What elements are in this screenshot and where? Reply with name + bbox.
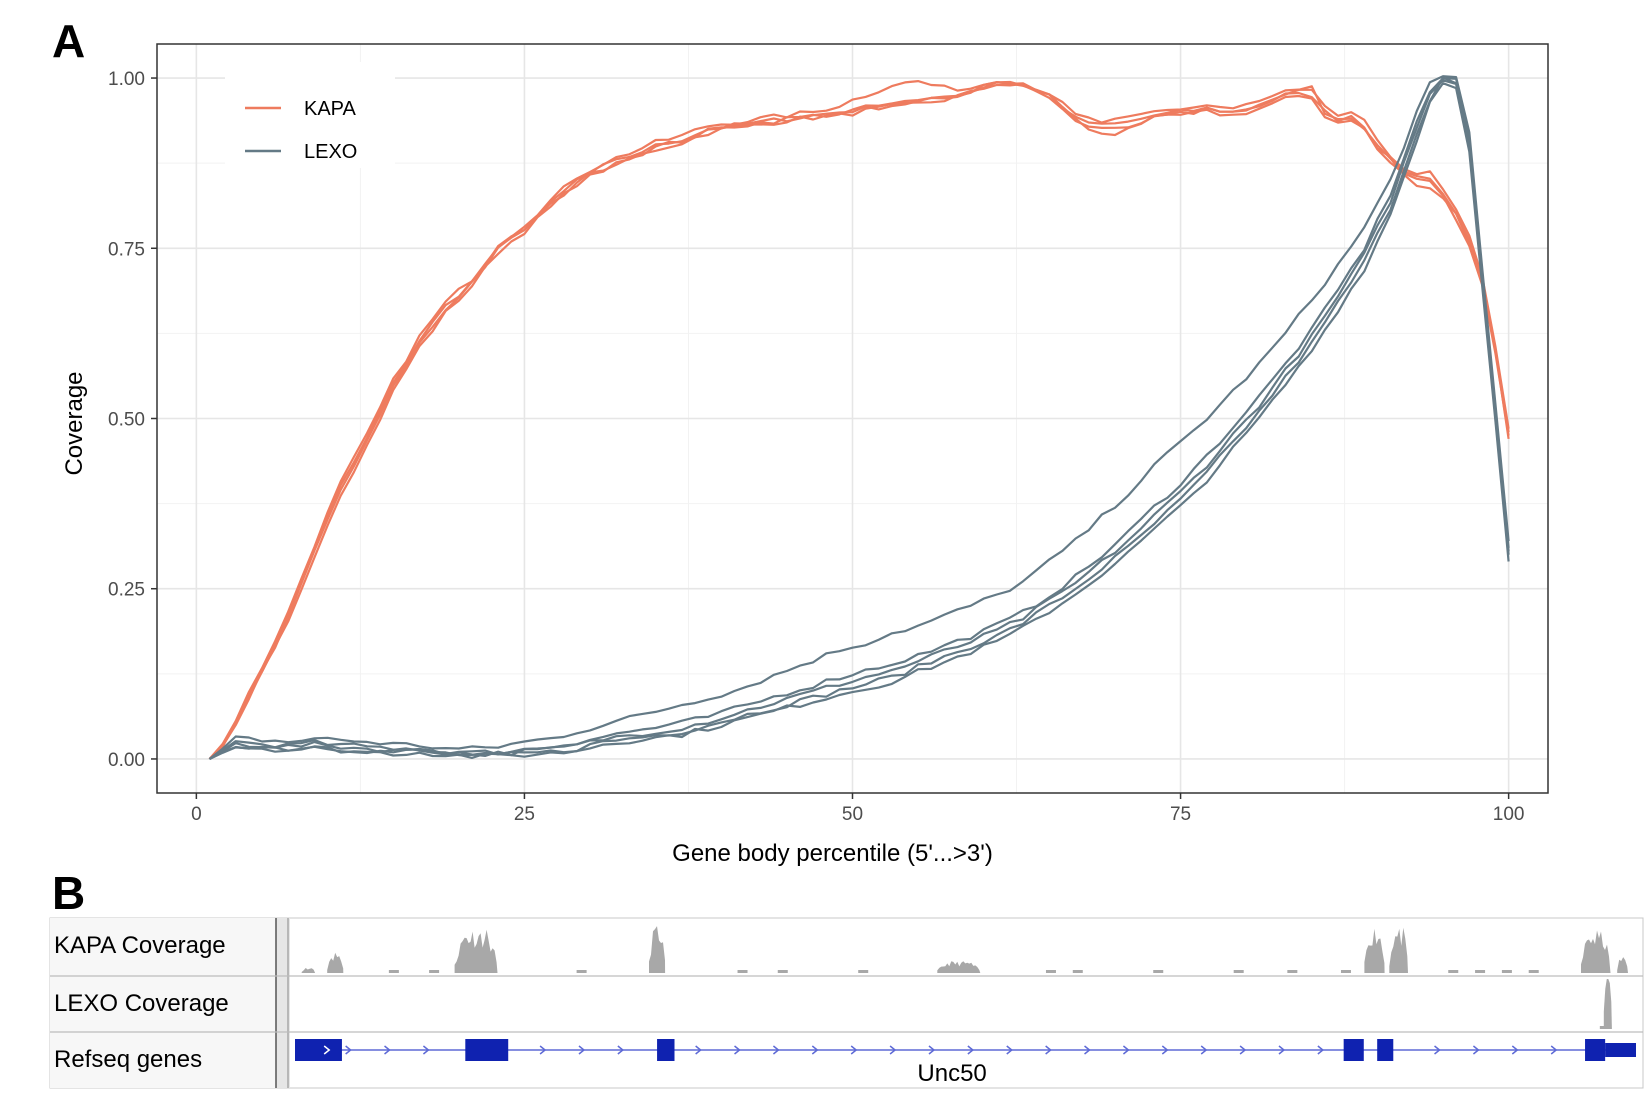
kapa-coverage-bar — [1072, 970, 1083, 973]
gene-exon — [295, 1039, 342, 1061]
lexo-coverage-peak — [1603, 979, 1612, 1029]
x-tick-label: 50 — [842, 804, 863, 825]
x-tick-label: 25 — [514, 804, 535, 825]
series-line-kapa — [208, 80, 1510, 760]
strand-arrow — [617, 1045, 625, 1055]
gene-exon — [1343, 1039, 1364, 1061]
kapa-coverage-bar — [1340, 970, 1351, 973]
strand-arrow — [967, 1045, 975, 1055]
gene-exon — [1377, 1039, 1394, 1061]
kapa-coverage-bar — [737, 970, 748, 973]
strand-arrow — [850, 1045, 858, 1055]
strand-arrow — [1511, 1045, 1519, 1055]
y-tick-label: 0.00 — [108, 750, 145, 771]
genome-browser-tracks: KAPA Coverage LEXO Coverage Refseq genes Un… — [49, 917, 1644, 1089]
track-label: Refseq genes — [54, 1046, 202, 1073]
series-line-lexo — [208, 77, 1510, 760]
gene-exon — [465, 1039, 509, 1061]
panel-b-letter: B — [52, 867, 86, 919]
track-label: LEXO Coverage — [54, 990, 229, 1017]
kapa-coverage-bar — [858, 970, 869, 973]
kapa-coverage-bar — [1233, 970, 1244, 973]
strand-arrow — [1278, 1045, 1286, 1055]
y-tick-label: 0.75 — [108, 239, 145, 260]
kapa-coverage-bar — [1448, 970, 1459, 973]
strand-arrow — [1434, 1045, 1441, 1055]
kapa-coverage-peak — [1389, 927, 1408, 973]
y-tick-label: 0.50 — [108, 410, 145, 431]
strand-arrow — [384, 1045, 391, 1055]
kapa-coverage-bar — [1045, 970, 1056, 973]
panel-a-letter: A — [52, 15, 86, 67]
strand-arrow — [1045, 1045, 1052, 1055]
strand-arrow — [772, 1045, 780, 1055]
strand-arrow — [539, 1045, 547, 1055]
x-tick-label: 100 — [1493, 804, 1525, 825]
strand-arrow — [695, 1045, 702, 1055]
strand-arrow — [1084, 1045, 1091, 1055]
kapa-coverage-bar — [777, 970, 788, 973]
kapa-coverage-peak — [454, 929, 498, 973]
kapa-coverage-bar — [1153, 970, 1164, 973]
kapa-coverage-peak — [1581, 930, 1611, 973]
series-line-lexo — [209, 82, 1510, 760]
legend-label-kapa: KAPA — [304, 98, 357, 120]
series-line-kapa — [208, 80, 1510, 760]
x-tick-label: 75 — [1170, 804, 1191, 825]
y-axis-title: Coverage — [61, 371, 88, 475]
kapa-coverage-peak — [649, 926, 666, 973]
kapa-coverage-bar — [1528, 970, 1539, 973]
legend-label-lexo: LEXO — [304, 141, 357, 163]
kapa-coverage-peak — [937, 961, 981, 973]
y-tick-label: 1.00 — [108, 69, 145, 90]
gene-exon — [657, 1039, 675, 1061]
kapa-coverage-peak — [1364, 928, 1385, 973]
strand-arrow — [345, 1045, 352, 1055]
strand-arrow — [1122, 1045, 1130, 1055]
plot-border — [156, 43, 1549, 794]
kapa-coverage-bar — [388, 970, 399, 973]
track-names-column — [50, 918, 276, 1088]
strand-arrow — [811, 1045, 819, 1055]
strand-arrow — [889, 1045, 897, 1055]
strand-arrow — [1006, 1045, 1013, 1055]
gene-name-label: Unc50 — [917, 1060, 986, 1087]
strand-arrow — [422, 1045, 430, 1055]
strand-arrow — [578, 1045, 586, 1055]
track-label: KAPA Coverage — [54, 932, 226, 959]
strand-arrow — [1161, 1045, 1169, 1055]
kapa-coverage-bar — [429, 970, 440, 973]
gene-exon — [1585, 1039, 1606, 1061]
x-tick-label: 0 — [191, 804, 202, 825]
strand-arrow — [928, 1045, 936, 1055]
strand-arrow — [1239, 1045, 1247, 1055]
gene-utr — [1605, 1043, 1636, 1057]
kapa-coverage-bar — [1475, 970, 1486, 973]
x-axis-title: Gene body percentile (5'...>3') — [672, 840, 993, 867]
strand-arrow — [1317, 1045, 1325, 1055]
strand-arrow — [1472, 1045, 1480, 1055]
strand-arrow — [1200, 1045, 1208, 1055]
series-line-lexo — [208, 79, 1510, 760]
kapa-coverage-peak — [301, 968, 316, 973]
series-line-kapa — [208, 83, 1510, 760]
kapa-coverage-peak — [327, 952, 344, 973]
kapa-coverage-bar — [1501, 970, 1512, 973]
coverage-line-chart: 0 25 50 75 100 0.00 0.25 0.50 0.75 1.00 KAPA LEXO Ge… — [61, 43, 1549, 867]
track-gutter — [276, 918, 290, 1088]
kapa-coverage-peak — [1617, 957, 1628, 973]
kapa-coverage-bar — [1287, 970, 1298, 973]
kapa-coverage-bar — [576, 970, 587, 973]
strand-arrow — [1550, 1045, 1558, 1055]
exon-strand-arrow — [323, 1045, 331, 1055]
lexo-coverage-bar — [1599, 1026, 1610, 1029]
strand-arrow — [734, 1045, 741, 1055]
series-line-lexo — [208, 75, 1510, 760]
y-tick-label: 0.25 — [108, 580, 145, 601]
